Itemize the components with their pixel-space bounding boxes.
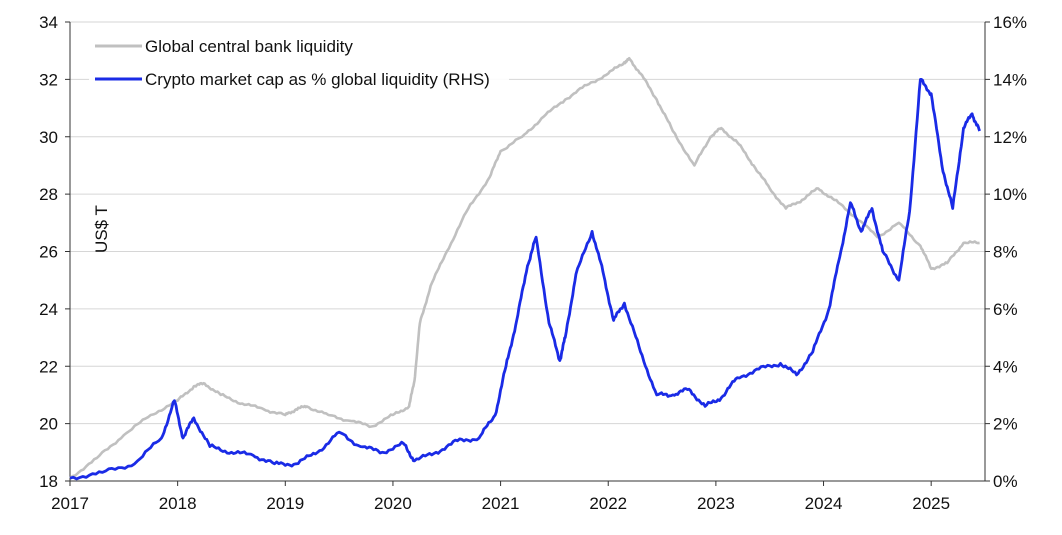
y-right-tick-label: 12% <box>993 128 1027 147</box>
x-tick-label: 2018 <box>159 494 197 513</box>
x-tick-labels: 2017 2018 2019 2020 2021 2022 2023 2024 2025 <box>51 494 950 513</box>
y-left-tick-label: 24 <box>39 300 58 319</box>
y-left-tick-label: 28 <box>39 185 58 204</box>
legend-background <box>89 69 509 91</box>
x-tick-label: 2024 <box>805 494 843 513</box>
x-tick-label: 2021 <box>482 494 520 513</box>
series-line-global-liquidity <box>69 56 980 480</box>
y-left-tick-label: 22 <box>39 357 58 376</box>
legend: Global central bank liquidity Crypto mark… <box>89 36 509 91</box>
legend-label: Crypto market cap as % global liquidity … <box>145 70 490 89</box>
y-left-tick-label: 30 <box>39 128 58 147</box>
series-lines <box>69 56 981 481</box>
x-tick-label: 2017 <box>51 494 89 513</box>
y-right-tick-label: 16% <box>993 13 1027 32</box>
y-right-tick-labels: 0% 2% 4% 6% 8% 10% 12% 14% 16% <box>993 13 1027 491</box>
y-right-tick-label: 10% <box>993 185 1027 204</box>
y-left-tick-label: 34 <box>39 13 58 32</box>
x-tick-label: 2019 <box>266 494 304 513</box>
gridlines <box>70 21 985 482</box>
y-left-tick-label: 32 <box>39 70 58 89</box>
y-left-axis-title: US$ T <box>92 205 111 253</box>
y-left-tick-label: 26 <box>39 243 58 262</box>
axes <box>65 21 990 486</box>
y-right-tick-label: 4% <box>993 357 1018 376</box>
legend-label: Global central bank liquidity <box>145 37 353 56</box>
y-right-tick-label: 8% <box>993 243 1018 262</box>
x-tick-label: 2022 <box>589 494 627 513</box>
y-right-tick-label: 6% <box>993 300 1018 319</box>
y-right-tick-label: 0% <box>993 472 1018 491</box>
y-left-tick-label: 20 <box>39 415 58 434</box>
y-right-tick-label: 14% <box>993 70 1027 89</box>
x-tick-label: 2023 <box>697 494 735 513</box>
x-tick-label: 2025 <box>912 494 950 513</box>
series-line-crypto-share <box>69 78 981 481</box>
y-left-tick-labels: 18 20 22 24 26 28 30 32 34 <box>39 13 58 491</box>
legend-background <box>89 36 509 58</box>
y-left-tick-label: 18 <box>39 472 58 491</box>
x-tick-label: 2020 <box>374 494 412 513</box>
y-right-tick-label: 2% <box>993 415 1018 434</box>
